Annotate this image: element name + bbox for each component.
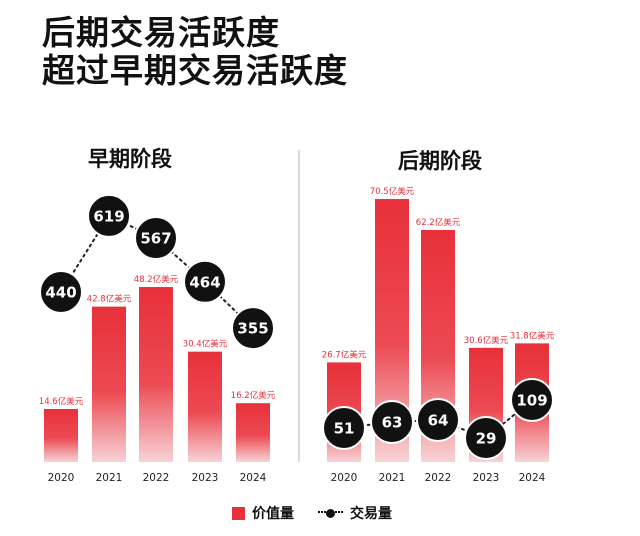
- bar-value-label-late-2022: 62.2亿美元: [416, 217, 461, 228]
- deal-count-label-early-2022: 567: [140, 230, 171, 248]
- deal-count-label-late-2022: 64: [428, 412, 449, 430]
- deal-count-bubble-late-2020: [322, 406, 366, 450]
- deal-count-bubble-early-2023: [183, 259, 227, 304]
- bar-early-2022: [139, 287, 173, 462]
- legend-line-swatch: [318, 508, 343, 518]
- legend-bar-label: 价值量: [252, 506, 294, 522]
- x-tick-late-2023: 2023: [473, 472, 500, 484]
- legend: 价值量 交易量: [232, 503, 392, 523]
- deal-count-label-late-2024: 109: [516, 392, 547, 410]
- legend-bar-swatch: [232, 506, 245, 520]
- legend-line-label: 交易量: [350, 506, 392, 522]
- deal-count-label-late-2020: 51: [334, 420, 355, 438]
- x-tick-late-2020: 2020: [331, 472, 358, 484]
- deal-count-label-late-2023: 29: [476, 430, 497, 448]
- deal-count-label-early-2021: 619: [93, 207, 124, 225]
- x-tick-early-2022: 2022: [143, 472, 170, 484]
- deal-count-label-early-2024: 355: [237, 320, 268, 338]
- deal-count-bubble-early-2020: [39, 270, 83, 314]
- deal-count-line-early: [60, 214, 254, 330]
- headline: 后期交易活跃度 超过早期交易活跃度: [42, 14, 348, 90]
- bar-value-label-late-2024: 31.8亿美元: [510, 330, 555, 341]
- chart-title-late: 后期阶段: [398, 149, 482, 173]
- x-tick-late-2022: 2022: [425, 472, 452, 484]
- x-tick-early-2020: 2020: [48, 472, 75, 484]
- bar-early-2020: [44, 409, 78, 462]
- deal-count-bubble-late-2021: [370, 400, 414, 444]
- deal-count-label-early-2023: 464: [189, 273, 220, 291]
- deal-count-bubble-early-2021: [87, 193, 131, 238]
- bar-value-label-early-2024: 16.2亿美元: [231, 390, 276, 401]
- bar-early-2021: [92, 306, 126, 462]
- bar-value-label-early-2021: 42.8亿美元: [87, 294, 132, 305]
- deal-count-bubble-late-2023: [464, 416, 508, 460]
- deal-count-bubble-late-2024: [510, 378, 554, 422]
- deal-count-bubble-early-2024: [231, 306, 275, 351]
- x-tick-early-2024: 2024: [240, 472, 267, 484]
- bar-early-2024: [236, 403, 270, 462]
- headline-line-2: 超过早期交易活跃度: [42, 51, 348, 90]
- deal-count-bubble-early-2022: [134, 216, 178, 261]
- bar-value-label-early-2020: 14.6亿美元: [39, 396, 84, 407]
- x-tick-early-2023: 2023: [192, 472, 219, 484]
- bar-value-label-late-2020: 26.7亿美元: [322, 349, 367, 360]
- x-tick-late-2021: 2021: [379, 472, 406, 484]
- bar-value-label-late-2023: 30.6亿美元: [464, 335, 509, 346]
- deal-count-label-late-2021: 63: [382, 414, 403, 432]
- bar-early-2023: [188, 351, 222, 462]
- deal-count-bubble-late-2022: [416, 398, 460, 442]
- bar-value-label-late-2021: 70.5亿美元: [370, 186, 415, 197]
- deal-count-label-early-2020: 440: [45, 284, 76, 302]
- bar-value-label-early-2023: 30.4亿美元: [183, 339, 228, 350]
- x-tick-late-2024: 2024: [519, 472, 546, 484]
- chart-title-early: 早期阶段: [88, 147, 172, 171]
- headline-line-1: 后期交易活跃度: [42, 13, 280, 52]
- x-tick-early-2021: 2021: [96, 472, 123, 484]
- bar-value-label-early-2022: 48.2亿美元: [134, 274, 179, 285]
